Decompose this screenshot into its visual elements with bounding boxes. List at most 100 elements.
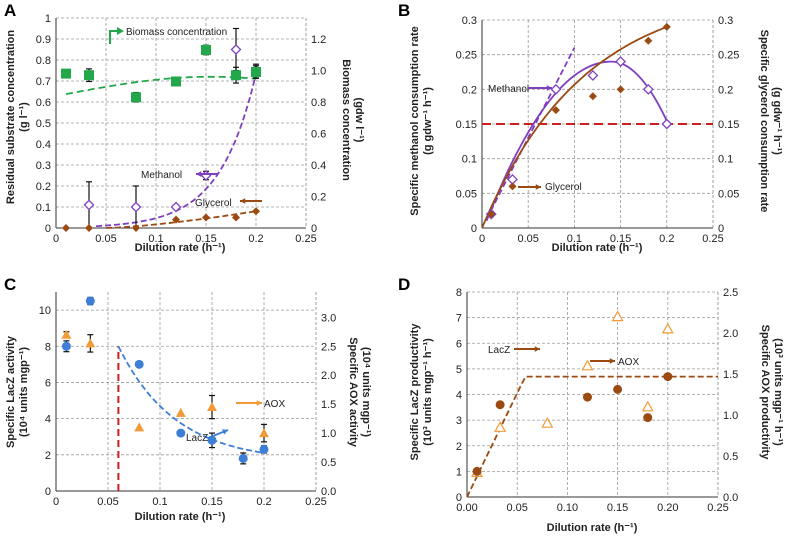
panel-a-y2tick: 0.8 bbox=[311, 97, 326, 109]
aox-point bbox=[641, 400, 654, 412]
panel-b-ylabel-unit: (g gdw⁻¹ h⁻¹) bbox=[422, 87, 434, 155]
lacz-point bbox=[613, 384, 623, 394]
methanol-point bbox=[661, 118, 673, 130]
biomass-point bbox=[61, 68, 71, 79]
glycerol-point bbox=[662, 22, 671, 31]
panel-a-y2label-unit: (gdw l⁻¹) bbox=[353, 98, 365, 143]
lacz-point bbox=[259, 444, 269, 454]
lacz-productivity-line bbox=[466, 375, 718, 498]
lacz-point bbox=[176, 428, 186, 438]
panel-b-xtick: 0.25 bbox=[702, 233, 723, 245]
panel-b-y2label-unit: (g gdw⁻¹ h⁻¹) bbox=[771, 87, 783, 155]
glycerol-arrow-head bbox=[535, 184, 541, 190]
panel-c-y2tick: 1.0 bbox=[321, 428, 336, 440]
panel-b: B 0 0.05 0.1 0.15 0.2 0.2500.050.10.150.20.25… bbox=[398, 1, 783, 254]
panel-d-y2tick: 2.0 bbox=[723, 328, 738, 340]
panel-d-y2label-unit: (10³ units mgp⁻¹ h⁻¹) bbox=[772, 338, 784, 446]
panel-a-ylabel: Residual substrate concentration bbox=[5, 30, 17, 204]
aox-arrow-head bbox=[256, 400, 262, 406]
panel-b-xtick: 0.05 bbox=[517, 233, 538, 245]
aox-point bbox=[134, 422, 145, 432]
panel-a-y2tick: 0.4 bbox=[311, 160, 326, 172]
panel-c-xtick: 0.05 bbox=[97, 496, 118, 508]
aox-point bbox=[175, 407, 186, 417]
panel-d-ytick: 4 bbox=[456, 390, 462, 402]
panel-c-ytick: 10 bbox=[39, 305, 51, 317]
panel-b-ylabel: Specific methanol consumption rate bbox=[409, 26, 421, 215]
glycerol-point bbox=[616, 85, 625, 94]
lacz-point bbox=[134, 359, 144, 369]
glycerol-point bbox=[551, 106, 560, 115]
panel-d-ytick: 3 bbox=[456, 415, 462, 427]
panel-a-xtick: 0.1 bbox=[148, 233, 163, 245]
panel-d-xtick: 0.25 bbox=[707, 502, 728, 514]
aox-point bbox=[541, 416, 554, 428]
panel-a-ytick: 0.1 bbox=[36, 202, 51, 214]
panel-c-xtick: 0.15 bbox=[201, 496, 222, 508]
panel-b-y2tick: 0.25 bbox=[718, 50, 739, 62]
lacz-annotation: LacZ bbox=[186, 433, 208, 444]
panel-c-ytick: 8 bbox=[45, 341, 51, 353]
glycerol-point bbox=[508, 182, 517, 191]
panel-d-y2tick: 1.0 bbox=[723, 410, 738, 422]
lacz-point bbox=[472, 466, 482, 476]
glycerol-point bbox=[588, 92, 597, 101]
panel-d-xtick: 0.05 bbox=[506, 502, 527, 514]
methanol-point bbox=[550, 83, 562, 95]
panel-b-y2tick: 0.15 bbox=[718, 119, 739, 131]
panel-b-label: B bbox=[398, 1, 410, 20]
methanol-point bbox=[642, 83, 654, 95]
panel-c-y2tick: 0.0 bbox=[321, 486, 336, 498]
panel-c-y2tick: 2.5 bbox=[321, 341, 336, 353]
panel-b-y2tick: 0.1 bbox=[718, 154, 733, 166]
glycerol-annotation: Glycerol bbox=[545, 182, 582, 193]
panel-d-xtick: 0.15 bbox=[607, 502, 628, 514]
panel-d-ytick: 7 bbox=[456, 313, 462, 325]
lacz-arrow-head bbox=[222, 429, 228, 435]
glycerol-point bbox=[172, 215, 180, 224]
panel-d-ytick: 2 bbox=[456, 441, 462, 453]
glycerol-point bbox=[62, 224, 70, 232]
methanol-point bbox=[170, 201, 182, 213]
panel-a-y2tick: 0.6 bbox=[311, 128, 326, 140]
panel-c-xlabel: Dilution rate (h⁻¹) bbox=[135, 511, 226, 523]
panel-a-ytick: 0.2 bbox=[36, 181, 51, 193]
biomass-point bbox=[231, 70, 241, 81]
methanol-point bbox=[615, 56, 627, 68]
methanol-fit-curve bbox=[485, 60, 668, 222]
aox-point bbox=[494, 421, 507, 432]
panel-a-ytick: 0.8 bbox=[36, 55, 51, 67]
panel-c-ylabel-unit: (10⁴ units mgp⁻¹) bbox=[18, 347, 30, 437]
biomass-point bbox=[171, 76, 181, 87]
panel-d-y2label: Specific AOX productivity bbox=[759, 325, 771, 461]
aox-arrow-head bbox=[609, 358, 615, 364]
glycerol-point bbox=[202, 213, 210, 222]
lacz-annotation: LacZ bbox=[488, 345, 510, 356]
panel-a-ylabel-unit: (g l⁻¹) bbox=[18, 102, 30, 132]
biomass-arrow bbox=[109, 30, 118, 44]
panel-b-y2tick: 0.05 bbox=[718, 188, 739, 200]
aox-point bbox=[581, 359, 594, 371]
panel-c-xtick: 0.2 bbox=[256, 496, 271, 508]
biomass-arrow-head bbox=[117, 27, 124, 35]
panel-a-xtick: 0 bbox=[53, 233, 59, 245]
glycerol-point bbox=[487, 210, 496, 219]
biomass-point bbox=[84, 70, 94, 81]
panel-c-xtick: 0.1 bbox=[152, 496, 167, 508]
panel-d-ytick: 5 bbox=[456, 364, 462, 376]
panel-a-ytick: 0.5 bbox=[36, 118, 51, 130]
methanol-annotation: Methanol bbox=[488, 84, 529, 95]
aox-annotation: AOX bbox=[618, 357, 639, 368]
aox-point bbox=[61, 329, 72, 339]
panel-c-ytick: 0 bbox=[45, 486, 51, 498]
panel-b-y2label: Specific glycerol consumption rate bbox=[758, 30, 770, 213]
panel-a-y2tick: 1.2 bbox=[311, 34, 326, 46]
aox-point bbox=[85, 338, 96, 348]
panel-b-y2tick: 0.2 bbox=[718, 84, 733, 96]
panel-d-label: D bbox=[398, 275, 410, 294]
panel-d-ylabel-unit: (10³ units mgp⁻¹ h⁻¹) bbox=[422, 338, 434, 446]
methanol-arrow-head bbox=[546, 85, 552, 91]
aox-point bbox=[207, 402, 217, 412]
panel-b-ytick: 0.1 bbox=[462, 154, 477, 166]
